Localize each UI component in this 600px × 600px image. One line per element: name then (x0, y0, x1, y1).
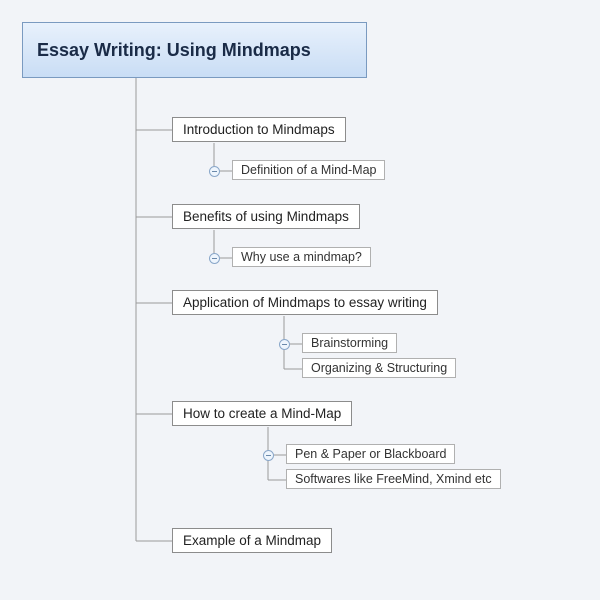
node-benefits[interactable]: Benefits of using Mindmaps (172, 204, 360, 229)
subnode-label: Definition of a Mind-Map (241, 163, 376, 177)
subnode-pen[interactable]: Pen & Paper or Blackboard (286, 444, 455, 464)
node-label: Benefits of using Mindmaps (183, 209, 349, 224)
collapse-toggle[interactable] (279, 339, 290, 350)
root-label: Essay Writing: Using Mindmaps (37, 40, 311, 61)
collapse-toggle[interactable] (209, 253, 220, 264)
root-node[interactable]: Essay Writing: Using Mindmaps (22, 22, 367, 78)
subnode-brainstorm[interactable]: Brainstorming (302, 333, 397, 353)
subnode-def[interactable]: Definition of a Mind-Map (232, 160, 385, 180)
subnode-label: Softwares like FreeMind, Xmind etc (295, 472, 492, 486)
subnode-label: Brainstorming (311, 336, 388, 350)
subnode-organizing[interactable]: Organizing & Structuring (302, 358, 456, 378)
node-howto[interactable]: How to create a Mind-Map (172, 401, 352, 426)
collapse-toggle[interactable] (263, 450, 274, 461)
subnode-software[interactable]: Softwares like FreeMind, Xmind etc (286, 469, 501, 489)
node-label: Introduction to Mindmaps (183, 122, 335, 137)
subnode-why[interactable]: Why use a mindmap? (232, 247, 371, 267)
node-label: Example of a Mindmap (183, 533, 321, 548)
subnode-label: Pen & Paper or Blackboard (295, 447, 446, 461)
node-application[interactable]: Application of Mindmaps to essay writing (172, 290, 438, 315)
node-label: How to create a Mind-Map (183, 406, 341, 421)
subnode-label: Organizing & Structuring (311, 361, 447, 375)
node-example[interactable]: Example of a Mindmap (172, 528, 332, 553)
node-intro[interactable]: Introduction to Mindmaps (172, 117, 346, 142)
node-label: Application of Mindmaps to essay writing (183, 295, 427, 310)
subnode-label: Why use a mindmap? (241, 250, 362, 264)
collapse-toggle[interactable] (209, 166, 220, 177)
